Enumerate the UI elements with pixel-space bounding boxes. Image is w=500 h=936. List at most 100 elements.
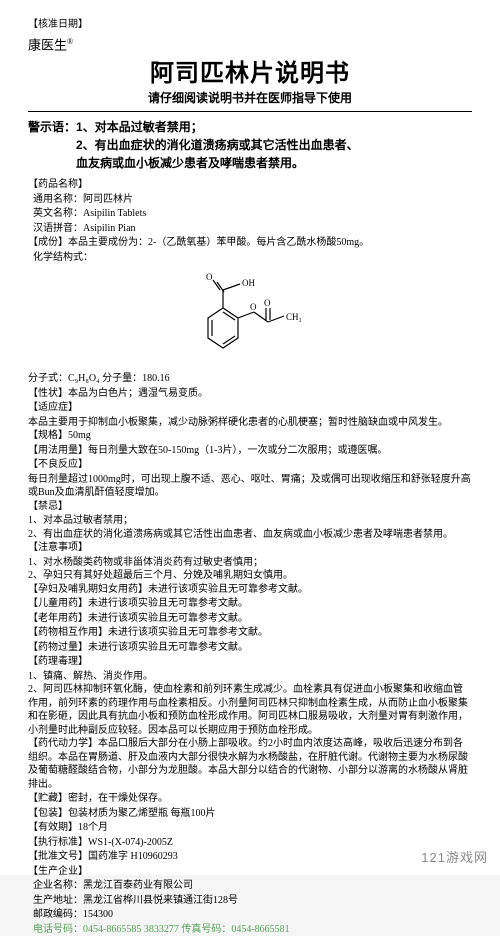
storage-text: 密封，在干燥处保存。 [68, 793, 168, 804]
spec-header: 【规格】 [28, 430, 68, 441]
svg-text:OH: OH [242, 278, 255, 288]
preg-row: 【孕妇及哺乳期妇女用药】未进行该项实验且无可靠参考文献。 [28, 583, 472, 597]
validity-row: 【有效期】18个月 [28, 821, 472, 835]
company-addr-label: 生产地址： [33, 895, 83, 906]
postal-label: 邮政编码： [33, 909, 83, 920]
english-value: Asipilin Tablets [83, 208, 146, 219]
brand-name: 康医生® [28, 37, 73, 54]
svg-text:O: O [264, 298, 271, 308]
pharma-2: 2、阿司匹林抑制环氧化酶，使血栓素和前列环素生成减少。血栓素具有促进血小板聚集和… [28, 683, 472, 737]
caution-1: 1、对水杨酸类药物或非甾体消炎药有过敏史者慎用； [28, 556, 472, 570]
usage-row: 【用法用量】每日剂量大致在50-150mg（1-3片），一次或分二次服用；或遵医… [28, 444, 472, 458]
watermark: 121游戏网 [421, 850, 488, 867]
generic-row: 通用名称：阿司匹林片 [28, 193, 472, 207]
validity-text: 18个月 [78, 822, 108, 833]
structure-label: 化学结构式： [28, 251, 472, 265]
preg-text: 未进行该项实验且无可靠参考文献。 [148, 584, 308, 595]
interact-text: 未进行该项实验且无可靠参考文献。 [108, 627, 268, 638]
pk-header: 【药代动力学】 [28, 738, 98, 749]
english-row: 英文名称：Asipilin Tablets [28, 207, 472, 221]
storage-row: 【贮藏】密封，在干燥处保存。 [28, 792, 472, 806]
generic-value: 阿司匹林片 [83, 194, 133, 205]
contra-1: 1、对本品过敏者禁用； [28, 514, 472, 528]
reg-mark: ® [67, 37, 73, 46]
postal-row: 邮政编码：154300 [28, 908, 472, 922]
caution-header: 【注意事项】 [28, 541, 472, 555]
overdose-header: 【药物过量】 [28, 642, 88, 653]
document-page: 【核准日期】 康医生® 阿司匹林片说明书 请仔细阅读说明书并在医师指导下使用 警… [0, 0, 500, 875]
storage-header: 【贮藏】 [28, 793, 68, 804]
character-row: 【性状】本品为白色片；遇湿气易变质。 [28, 387, 472, 401]
standard-header: 【执行标准】 [28, 837, 88, 848]
contra-2: 2、有出血症状的消化道溃疡病或其它活性出血患者、血友病或血小板减少患者及哮喘患者… [28, 528, 472, 542]
phone-value: 0454-8665585 3833277 传真号码：0454-8665581 [83, 924, 290, 935]
english-label: 英文名称： [33, 208, 83, 219]
indication-text: 本品主要用于抑制血小板聚集，减少动脉粥样硬化患者的心肌梗塞；暂时性脑缺血或中风发… [28, 416, 472, 430]
phone-label: 电话号码： [33, 924, 83, 935]
warning-2b: 血友病或血小板减少患者及哮喘患者禁用。 [28, 154, 472, 172]
company-addr: 黑龙江省桦川县悦来镇通江街128号 [83, 895, 238, 906]
company-name: 黑龙江百泰药业有限公司 [83, 880, 193, 891]
pinyin-value: Asipilin Pian [83, 223, 136, 234]
package-text: 包装材质为聚乙烯塑瓶 每瓶100片 [68, 808, 216, 819]
pharma-header: 【药理毒理】 [28, 655, 472, 669]
usage-text: 每日剂量大致在50-150mg（1-3片），一次或分二次服用；或遵医嘱。 [88, 445, 387, 456]
character-header: 【性状】 [28, 388, 68, 399]
approval-num-header: 【批准文号】 [28, 851, 88, 862]
package-row: 【包装】包装材质为聚乙烯塑瓶 每瓶100片 [28, 807, 472, 821]
elder-text: 未进行该项实验且无可靠参考文献。 [88, 613, 248, 624]
drugname-header: 【药品名称】 [28, 178, 472, 192]
spec-row: 【规格】50mg [28, 429, 472, 443]
warning-1: 1、对本品过敏者禁用； [76, 120, 203, 134]
warning-2a: 2、有出血症状的消化道溃疡病或其它活性出血患者、 [28, 136, 472, 154]
validity-header: 【有效期】 [28, 822, 78, 833]
child-text: 未进行该项实验且无可靠参考文献。 [88, 598, 248, 609]
overdose-text: 未进行该项实验且无可靠参考文献。 [88, 642, 248, 653]
approval-row: 【批准文号】国药准字 H10960293 [28, 850, 472, 864]
approval-date: 【核准日期】 [28, 18, 472, 31]
doc-subtitle: 请仔细阅读说明书并在医师指导下使用 [28, 91, 472, 112]
pharma-1: 1、镇痛、解热、消炎作用。 [28, 670, 472, 684]
company-header: 【生产企业】 [28, 865, 472, 879]
caution-2: 2、孕妇只有其好处超最后三个月、分娩及哺乳期妇女慎用。 [28, 569, 472, 583]
company-name-row: 企业名称：黑龙江百泰药业有限公司 [28, 879, 472, 893]
pinyin-label: 汉语拼音： [33, 223, 83, 234]
ingredient-text: 本品主要成份为：2-（乙酰氧基）苯甲酸。每片含乙酰水杨酸50mg。 [68, 237, 369, 248]
ingredient-header: 【成份】 [28, 237, 68, 248]
elder-header: 【老年用药】 [28, 613, 88, 624]
adverse-text: 每日剂量超过1000mg时，可出现上腹不适、恶心、呕吐、胃痛；及或偶可出现收缩压… [28, 473, 472, 500]
ingredient-row: 【成份】本品主要成份为：2-（乙酰氧基）苯甲酸。每片含乙酰水杨酸50mg。 [28, 236, 472, 250]
company-addr-row: 生产地址：黑龙江省桦川县悦来镇通江街128号 [28, 894, 472, 908]
svg-text:O: O [206, 272, 213, 282]
standard-row: 【执行标准】WS1-(X-074)-2005Z [28, 836, 472, 850]
child-row: 【儿童用药】未进行该项实验且无可靠参考文献。 [28, 597, 472, 611]
child-header: 【儿童用药】 [28, 598, 88, 609]
warning-label: 警示语： [28, 120, 76, 134]
spec-text: 50mg [68, 430, 91, 441]
adverse-header: 【不良反应】 [28, 458, 472, 472]
brand-text: 康医生 [28, 37, 67, 52]
chemical-structure: OH O O O CH₃ [168, 268, 328, 368]
usage-header: 【用法用量】 [28, 445, 88, 456]
structure-svg: OH O O O CH₃ [168, 268, 328, 368]
package-header: 【包装】 [28, 808, 68, 819]
postal-value: 154300 [83, 909, 113, 920]
approval-num-text: 国药准字 H10960293 [88, 851, 178, 862]
svg-text:O: O [250, 302, 257, 312]
standard-text: WS1-(X-074)-2005Z [88, 837, 173, 848]
doc-title: 阿司匹林片说明书 [28, 58, 472, 89]
character-text: 本品为白色片；遇湿气易变质。 [68, 388, 208, 399]
svg-text:CH₃: CH₃ [286, 312, 302, 322]
indication-header: 【适应症】 [28, 401, 472, 415]
interact-header: 【药物相互作用】 [28, 627, 108, 638]
pk-row: 【药代动力学】本品口服后大部分在小肠上部吸收。约2小时血内浓度达高峰，吸收后迅速… [28, 737, 472, 791]
preg-header: 【孕妇及哺乳期妇女用药】 [28, 584, 148, 595]
overdose-row: 【药物过量】未进行该项实验且无可靠参考文献。 [28, 641, 472, 655]
company-name-label: 企业名称： [33, 880, 83, 891]
formula: 分子式：C₉H₈O₄ 分子量：180.16 [28, 372, 472, 386]
pinyin-row: 汉语拼音：Asipilin Pian [28, 222, 472, 236]
generic-label: 通用名称： [33, 194, 83, 205]
phone-row: 电话号码：0454-8665585 3833277 传真号码：0454-8665… [28, 923, 472, 936]
interact-row: 【药物相互作用】未进行该项实验且无可靠参考文献。 [28, 626, 472, 640]
elder-row: 【老年用药】未进行该项实验且无可靠参考文献。 [28, 612, 472, 626]
